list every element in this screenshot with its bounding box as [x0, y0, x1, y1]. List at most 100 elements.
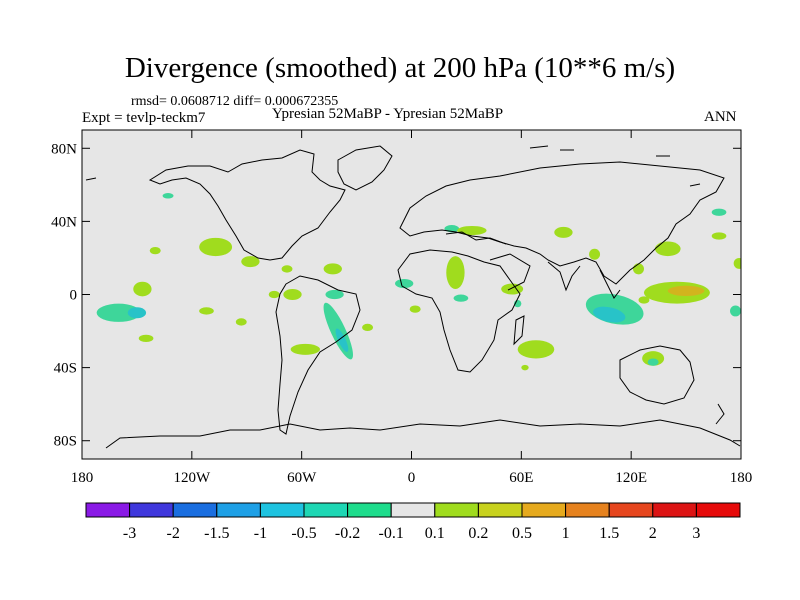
period-label: ANN	[704, 109, 737, 125]
x-tick-label: 120E	[615, 470, 647, 486]
coastline-islands-north	[85, 145, 701, 187]
divergence-region-22	[453, 294, 469, 302]
colorbar-label-11: 1.5	[599, 525, 619, 542]
divergence-region-17	[362, 323, 374, 332]
colorbar-box-4	[259, 502, 305, 518]
coastline-south-america	[275, 275, 361, 435]
divergence-region-7	[199, 237, 233, 257]
x-tick-label: 180	[730, 470, 753, 486]
experiment-label: Expt = tevlp-teckm7	[82, 110, 206, 126]
coastline-southeast-asia	[599, 269, 621, 299]
divergence-region-9	[281, 265, 293, 273]
colorbar-box-8	[434, 502, 479, 518]
y-tick-label: 40S	[54, 361, 77, 377]
colorbar-box-10	[521, 502, 567, 518]
rmsd-diff-stats: rmsd= 0.0608712 diff= 0.000672355	[131, 94, 339, 109]
colorbar-box-3	[216, 502, 261, 518]
colorbar-label-4: -0.5	[291, 525, 316, 542]
divergence-region-28	[521, 364, 529, 371]
coastline-north-america	[148, 149, 346, 261]
coastline-new-zealand	[715, 403, 725, 425]
colorbar-label-0: -3	[123, 525, 136, 542]
divergence-region-0	[96, 303, 141, 322]
coastline-greenland	[337, 145, 393, 191]
colorbar-box-0	[85, 502, 131, 518]
coastline-africa	[397, 249, 521, 373]
colorbar-box-6	[347, 502, 392, 518]
divergence-region-5	[138, 334, 154, 343]
divergence-region-24	[457, 225, 487, 236]
colorbar-label-10: 1	[562, 525, 570, 542]
divergence-region-12	[235, 318, 247, 326]
divergence-region-39	[733, 257, 741, 269]
divergence-region-14	[290, 343, 320, 355]
colorbar-label-12: 2	[649, 525, 657, 542]
chart-title: Divergence (smoothed) at 200 hPa (10**6 …	[124, 52, 676, 84]
coastline-eurasia	[399, 161, 725, 285]
x-tick-label: 60E	[509, 470, 533, 486]
divergence-region-36	[667, 285, 705, 296]
colorbar-label-3: -1	[254, 525, 267, 542]
coastline-mediterranean	[445, 231, 507, 245]
x-tick-label: 0	[408, 470, 416, 486]
divergence-region-8	[241, 256, 260, 268]
divergence-region-18	[323, 263, 342, 275]
divergence-regions	[96, 193, 741, 371]
divergence-region-4	[162, 193, 174, 199]
coastline-madagascar	[513, 315, 525, 346]
coastline-indian-peninsula	[547, 261, 581, 292]
colorbar-label-1: -2	[167, 525, 180, 542]
x-tick-label: 180	[71, 470, 94, 486]
divergence-region-13	[325, 289, 344, 300]
coastline-arabia	[489, 253, 531, 291]
divergence-region-42	[647, 358, 659, 366]
axis-ticks	[81, 130, 742, 459]
colorbar-box-1	[129, 502, 174, 518]
colorbar-labels: -3 -2 -1.5 -1 -0.5 -0.2 -0.1 0.1 0.2 0.5 1 1.5 2 3	[123, 525, 700, 542]
divergence-region-11	[283, 289, 302, 300]
divergence-region-30	[589, 248, 601, 260]
coastlines	[85, 145, 741, 449]
colorbar-label-8: 0.2	[468, 525, 488, 542]
colorbar-label-6: -0.1	[379, 525, 404, 542]
colorbar-box-9	[477, 502, 523, 518]
colorbar-box-5	[303, 502, 349, 518]
colorbar-box-11	[565, 502, 610, 518]
x-tick-label: 60W	[287, 470, 317, 486]
colorbar-box-13	[652, 502, 697, 518]
colorbar-label-2: -1.5	[204, 525, 229, 542]
divergence-region-37	[654, 241, 681, 257]
colorbar-label-7: 0.1	[425, 525, 445, 542]
colorbar-label-9: 0.5	[512, 525, 532, 542]
y-tick-label: 40N	[51, 214, 77, 230]
colorbar-boxes	[85, 502, 741, 518]
map-background	[82, 130, 741, 459]
divergence-region-33	[593, 306, 626, 323]
divergence-region-29	[554, 226, 573, 238]
coastline-australia	[619, 345, 695, 405]
divergence-region-10	[268, 290, 280, 299]
divergence-region-43	[711, 208, 727, 216]
divergence-region-1	[127, 307, 147, 319]
colorbar-box-7	[390, 502, 436, 518]
chart-subtitle: Ypresian 52MaBP - Ypresian 52MaBP	[272, 106, 504, 122]
axis-tick-labels: 180 120W 60W 0 60E 120E 180 80N 40N 0 40S 80S	[51, 141, 752, 486]
x-tick-label: 120W	[173, 470, 211, 486]
divergence-region-16	[335, 328, 349, 352]
divergence-region-34	[638, 296, 650, 304]
divergence-region-21	[446, 256, 465, 290]
divergence-region-2	[133, 281, 152, 297]
divergence-region-6	[199, 307, 214, 315]
colorbar-box-14	[695, 502, 741, 518]
colorbar-box-2	[172, 502, 218, 518]
divergence-region-3	[149, 246, 161, 255]
colorbar-label-5: -0.2	[335, 525, 360, 542]
y-tick-label: 80S	[54, 434, 77, 450]
y-tick-label: 0	[70, 288, 78, 304]
divergence-region-38	[711, 232, 727, 240]
y-tick-label: 80N	[51, 141, 77, 157]
divergence-region-27	[517, 340, 555, 359]
divergence-region-19	[395, 278, 414, 289]
